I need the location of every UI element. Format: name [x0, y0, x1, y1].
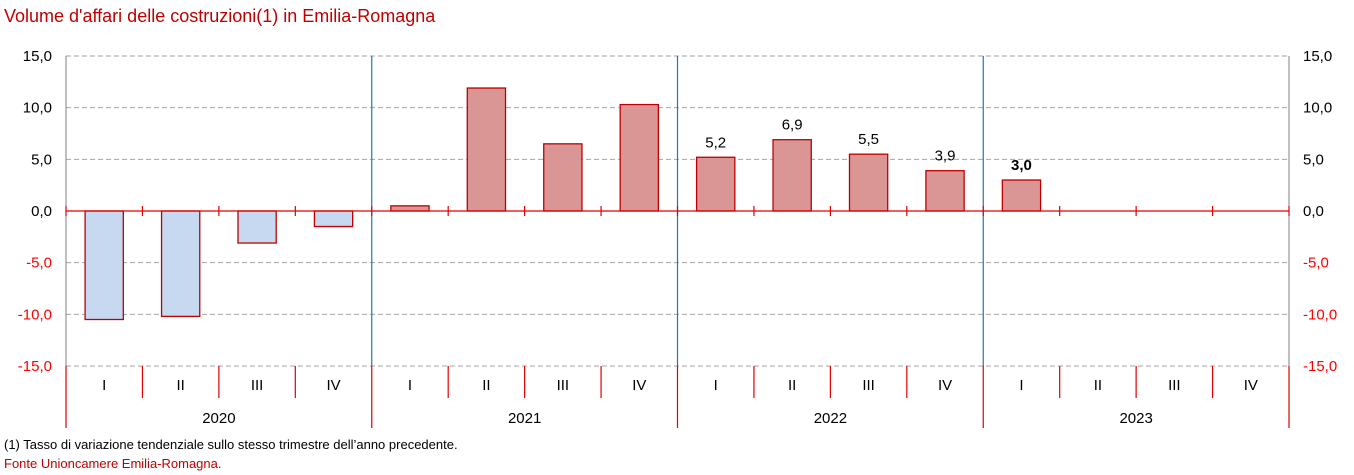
y-tick-label-left: 0,0 [31, 203, 52, 220]
data-label: 5,2 [705, 134, 726, 151]
x-tick-label-quarter: II [788, 377, 796, 394]
data-label: 6,9 [782, 117, 803, 134]
data-label: 5,5 [858, 131, 879, 148]
x-tick-label-year: 2021 [508, 410, 541, 427]
y-tick-label-left: -10,0 [18, 306, 52, 323]
x-tick-label-quarter: I [714, 377, 718, 394]
y-tick-label-right: -15,0 [1303, 358, 1337, 375]
bar-2021-IV [619, 103, 660, 212]
bar-2022-IV [925, 170, 965, 212]
x-tick-label-quarter: I [1019, 377, 1023, 394]
bar-2022-II [772, 139, 812, 212]
bar-2020-III [237, 210, 277, 244]
x-tick-label-quarter: IV [1244, 377, 1258, 394]
x-tick-label-quarter: IV [326, 377, 340, 394]
x-tick-label-quarter: IV [938, 377, 952, 394]
data-label: 3,9 [935, 148, 956, 165]
x-tick-label-year: 2020 [202, 410, 235, 427]
data-label: 3,0 [1011, 157, 1032, 174]
bar-2020-II [160, 210, 201, 318]
bar-2021-I [390, 205, 430, 212]
bar-2022-I [695, 156, 736, 212]
axes [65, 56, 1290, 428]
y-tick-label-right: 10,0 [1303, 100, 1332, 117]
x-tick-label-quarter: III [862, 377, 875, 394]
source-note: Fonte Unioncamere Emilia-Romagna. [4, 456, 222, 471]
x-tick-label-quarter: II [176, 377, 184, 394]
x-tick-label-quarter: I [102, 377, 106, 394]
y-tick-label-right: 0,0 [1303, 203, 1324, 220]
y-tick-label-right: -10,0 [1303, 306, 1337, 323]
bar-2021-III [543, 143, 583, 212]
y-tick-label-left: 15,0 [23, 48, 52, 65]
bar-2022-III [848, 153, 889, 212]
bar-2021-II [466, 87, 507, 212]
y-tick-label-left: -15,0 [18, 358, 52, 375]
y-tick-label-right: -5,0 [1303, 255, 1329, 272]
y-tick-label-right: 5,0 [1303, 151, 1324, 168]
bars [84, 87, 1042, 321]
x-tick-label-quarter: III [251, 377, 264, 394]
x-tick-label-year: 2022 [814, 410, 847, 427]
x-tick-label-quarter: III [1168, 377, 1181, 394]
labels: 15,0 15,0 10,0 10,0 5,0 5,0 0,0 0,0 -5,0 -5,0 -10,… [18, 48, 1337, 427]
y-tick-label-left: 5,0 [31, 151, 52, 168]
y-tick-label-left: 10,0 [23, 100, 52, 117]
x-tick-label-year: 2023 [1119, 410, 1152, 427]
footnote: (1) Tasso di variazione tendenziale sull… [4, 437, 458, 452]
x-tick-label-quarter: II [1094, 377, 1102, 394]
bar-2020-IV [313, 210, 354, 228]
y-tick-label-left: -5,0 [26, 255, 52, 272]
x-tick-label-quarter: I [408, 377, 412, 394]
chart-title: Volume d'affari delle costruzioni(1) in … [4, 6, 436, 26]
x-tick-label-quarter: IV [632, 377, 646, 394]
bar-2023-I [1001, 179, 1042, 212]
y-tick-label-right: 15,0 [1303, 48, 1332, 65]
x-tick-label-quarter: II [482, 377, 490, 394]
bar-2020-I [84, 210, 124, 321]
x-tick-label-quarter: III [557, 377, 570, 394]
